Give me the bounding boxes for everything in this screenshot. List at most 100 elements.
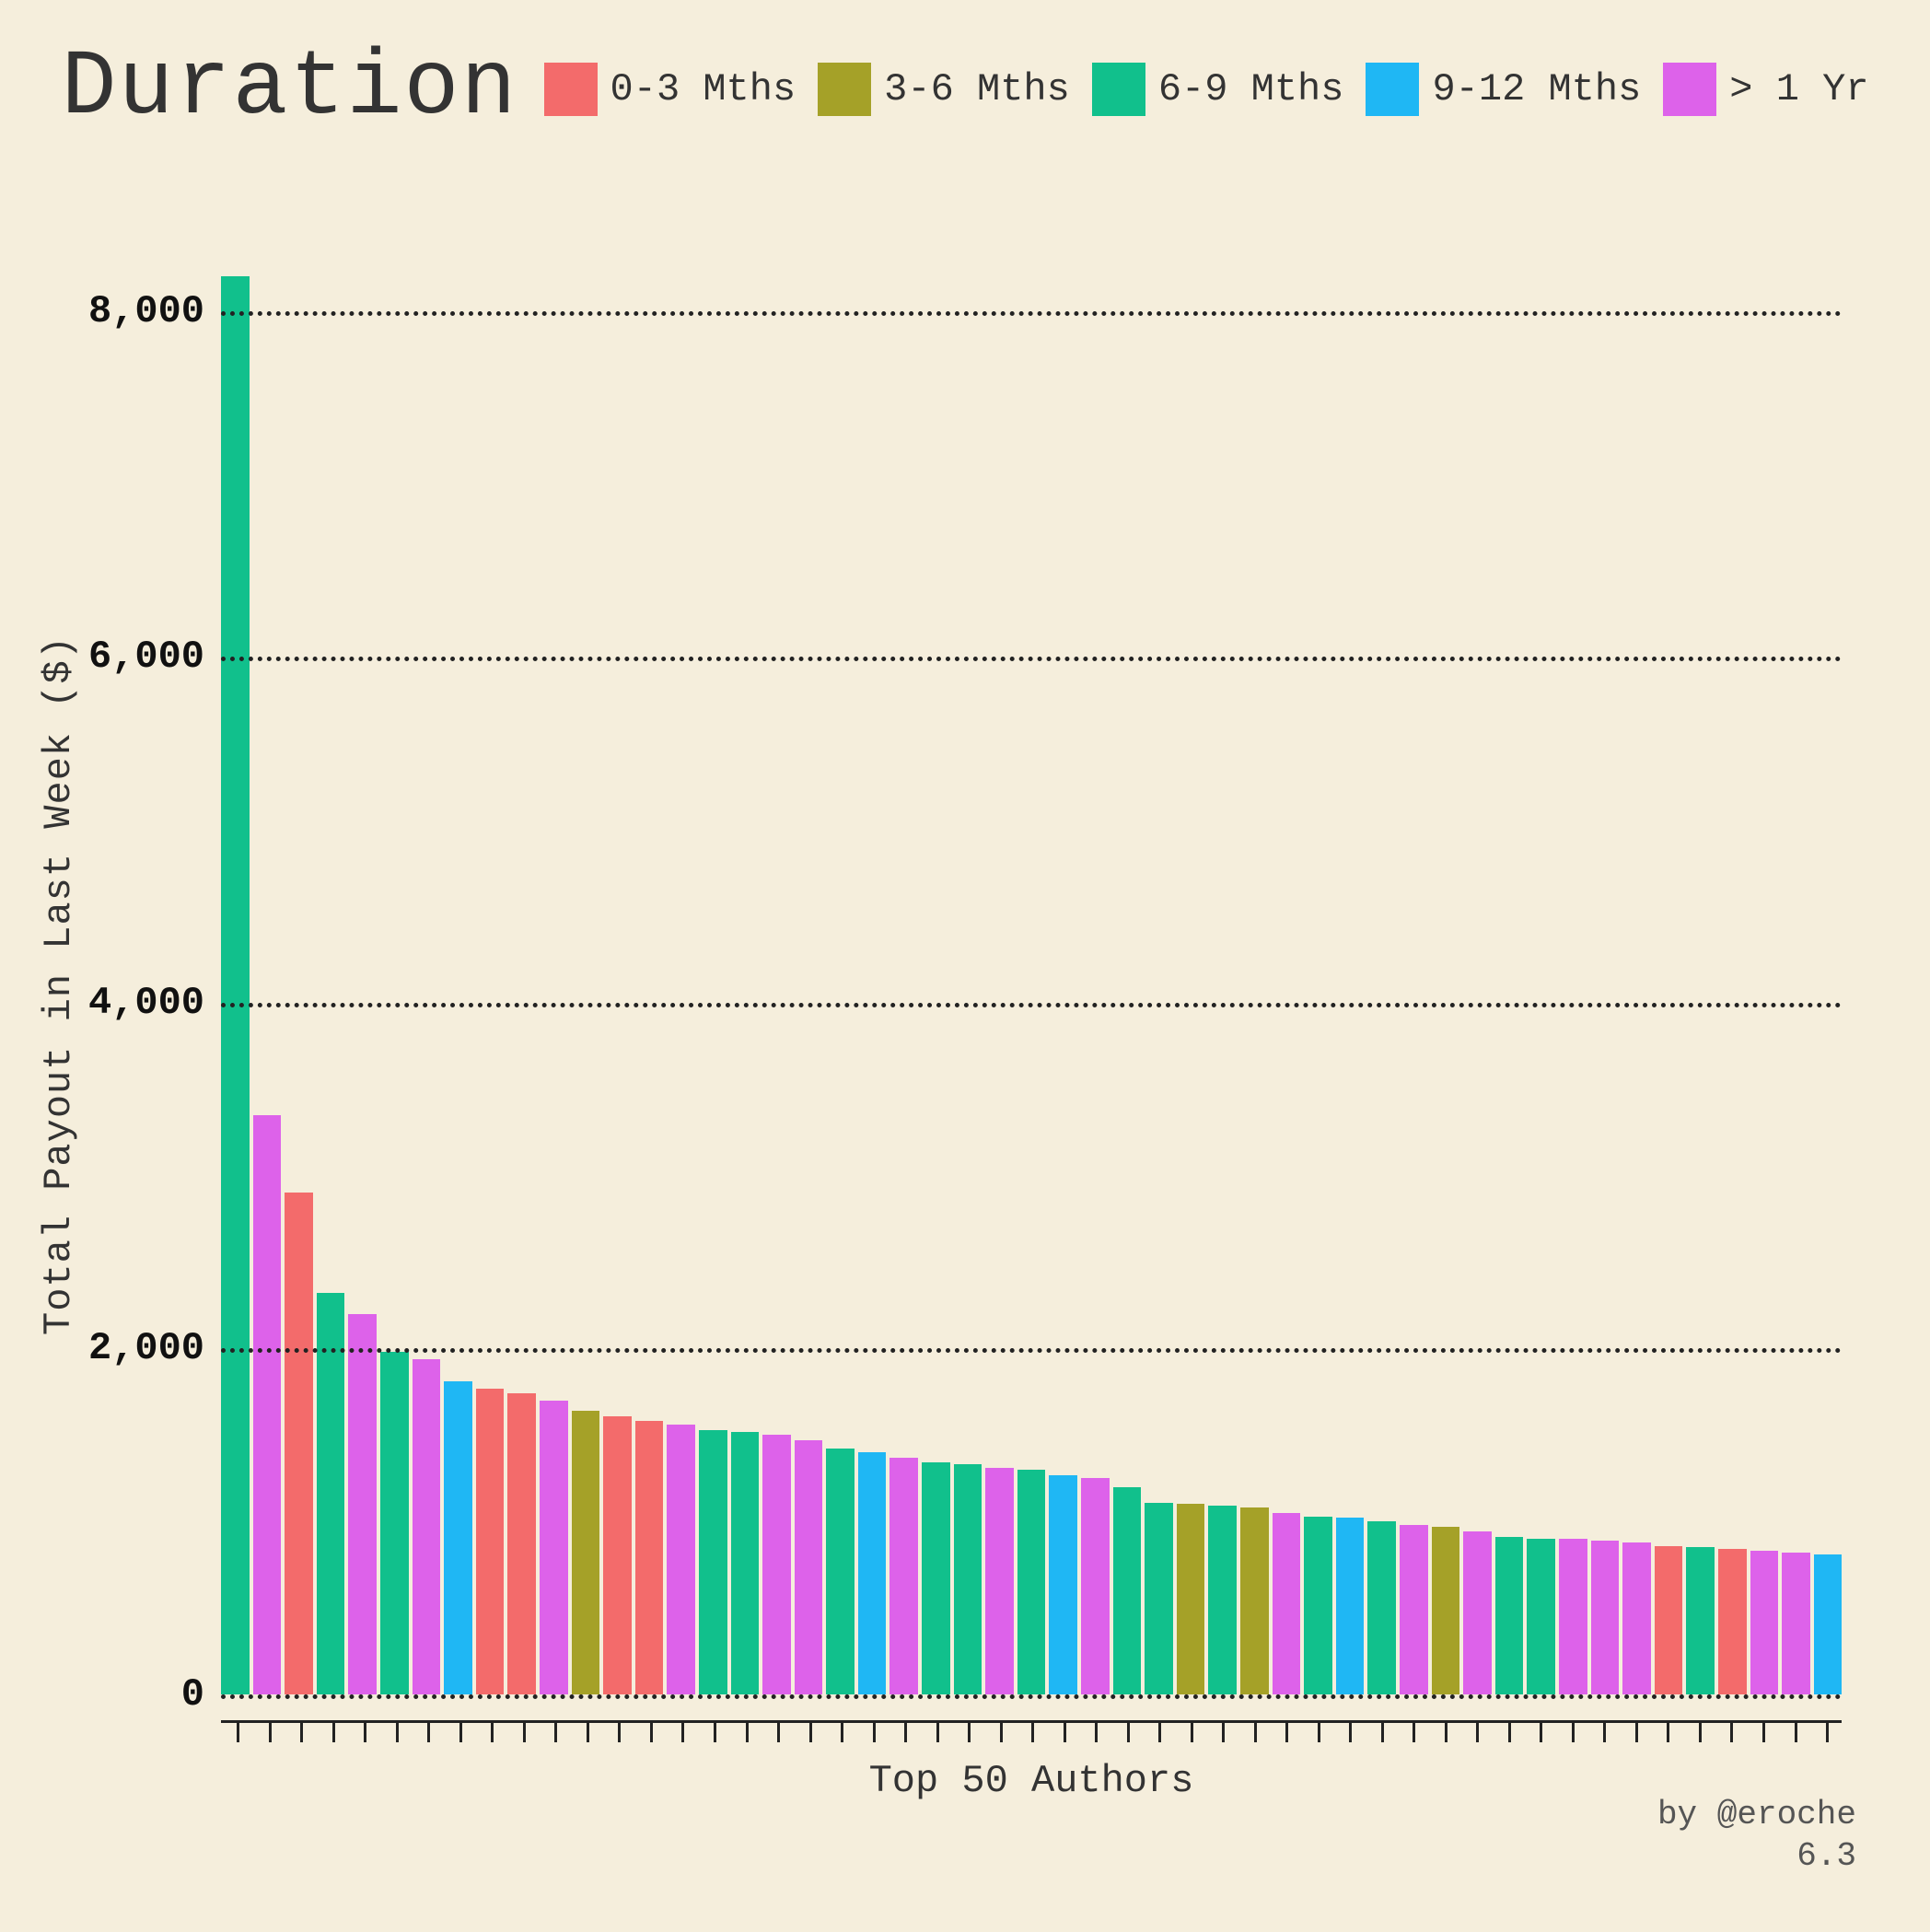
x-tick — [1333, 1720, 1366, 1746]
x-tick — [1715, 1720, 1747, 1746]
bar — [540, 1401, 568, 1694]
x-tick — [475, 1720, 507, 1746]
bar — [507, 1393, 536, 1694]
bar — [413, 1359, 441, 1694]
x-tick — [380, 1720, 413, 1746]
legend-swatch — [1663, 63, 1716, 116]
gridline — [221, 1003, 1842, 1007]
bar — [603, 1416, 632, 1694]
x-tick — [1524, 1720, 1556, 1746]
legend-item: 9-12 Mths — [1366, 63, 1641, 116]
bar — [1367, 1521, 1396, 1694]
bar — [762, 1435, 791, 1694]
bar — [635, 1421, 664, 1694]
x-tick — [1174, 1720, 1206, 1746]
x-tick — [1143, 1720, 1175, 1746]
x-tick — [1302, 1720, 1334, 1746]
bar — [1782, 1553, 1810, 1694]
bar — [1622, 1542, 1651, 1694]
bar — [1750, 1551, 1779, 1694]
bar — [1113, 1487, 1142, 1694]
plot-area: 02,0004,0006,0008,000 — [221, 276, 1842, 1694]
legend-label: 0-3 Mths — [610, 67, 796, 111]
bar — [1432, 1527, 1460, 1694]
x-tick — [1651, 1720, 1683, 1746]
bar — [1208, 1506, 1237, 1694]
x-tick — [253, 1720, 285, 1746]
bar — [922, 1462, 950, 1694]
x-tick — [634, 1720, 667, 1746]
y-tick-label: 4,000 — [88, 981, 204, 1025]
x-tick — [1747, 1720, 1779, 1746]
x-tick — [920, 1720, 952, 1746]
bar — [221, 276, 250, 1694]
bar — [1814, 1554, 1843, 1694]
bar — [826, 1449, 855, 1694]
bar — [699, 1430, 727, 1694]
x-tick — [1110, 1720, 1143, 1746]
bar — [1527, 1539, 1555, 1694]
bar — [285, 1193, 313, 1694]
bar — [1463, 1531, 1492, 1694]
legend: 0-3 Mths 3-6 Mths 6-9 Mths 9-12 Mths > 1 Yr — [544, 63, 1869, 116]
x-tick — [1079, 1720, 1111, 1746]
x-tick — [1810, 1720, 1843, 1746]
x-tick — [729, 1720, 762, 1746]
legend-swatch — [544, 63, 598, 116]
bar — [1177, 1504, 1205, 1694]
x-tick — [952, 1720, 984, 1746]
byline-author: by @eroche — [1657, 1794, 1856, 1835]
y-tick-label: 6,000 — [88, 634, 204, 679]
bar — [572, 1411, 600, 1694]
legend-item: > 1 Yr — [1663, 63, 1868, 116]
bar — [1718, 1549, 1747, 1694]
x-tick — [889, 1720, 921, 1746]
bars-group — [221, 276, 1842, 1694]
bar — [317, 1293, 345, 1694]
x-tick — [1366, 1720, 1398, 1746]
gridline — [221, 657, 1842, 661]
legend-swatch — [1092, 63, 1145, 116]
x-tick — [1620, 1720, 1652, 1746]
bar — [1017, 1470, 1046, 1694]
x-axis-ticks — [221, 1720, 1842, 1746]
bar — [1273, 1513, 1301, 1694]
bar — [1336, 1518, 1365, 1694]
x-tick — [348, 1720, 380, 1746]
bar — [1686, 1547, 1715, 1694]
legend-label: 6-9 Mths — [1158, 67, 1344, 111]
x-tick — [221, 1720, 253, 1746]
legend-swatch — [818, 63, 871, 116]
bar — [1081, 1478, 1110, 1694]
x-tick — [983, 1720, 1016, 1746]
bar — [1145, 1503, 1173, 1694]
x-tick — [1556, 1720, 1588, 1746]
x-tick — [412, 1720, 444, 1746]
gridline — [221, 311, 1842, 316]
bar — [253, 1115, 282, 1694]
x-tick — [793, 1720, 825, 1746]
x-tick — [666, 1720, 698, 1746]
legend-label: 3-6 Mths — [884, 67, 1070, 111]
bar — [476, 1389, 505, 1694]
x-tick — [762, 1720, 794, 1746]
x-tick — [507, 1720, 540, 1746]
x-tick — [317, 1720, 349, 1746]
legend-swatch — [1366, 63, 1419, 116]
bar — [1591, 1541, 1620, 1694]
byline-version: 6.3 — [1657, 1835, 1856, 1877]
gridline — [221, 1348, 1842, 1353]
x-tick — [444, 1720, 476, 1746]
x-tick — [1778, 1720, 1810, 1746]
x-tick — [1047, 1720, 1079, 1746]
bar — [1655, 1546, 1683, 1695]
y-tick-label: 8,000 — [88, 289, 204, 333]
y-tick-label: 2,000 — [88, 1326, 204, 1370]
y-tick-label: 0 — [181, 1672, 204, 1717]
bar — [667, 1425, 695, 1694]
x-tick — [856, 1720, 889, 1746]
bar — [1559, 1539, 1587, 1694]
bar — [954, 1464, 982, 1694]
x-tick — [1460, 1720, 1493, 1746]
x-tick — [1397, 1720, 1429, 1746]
